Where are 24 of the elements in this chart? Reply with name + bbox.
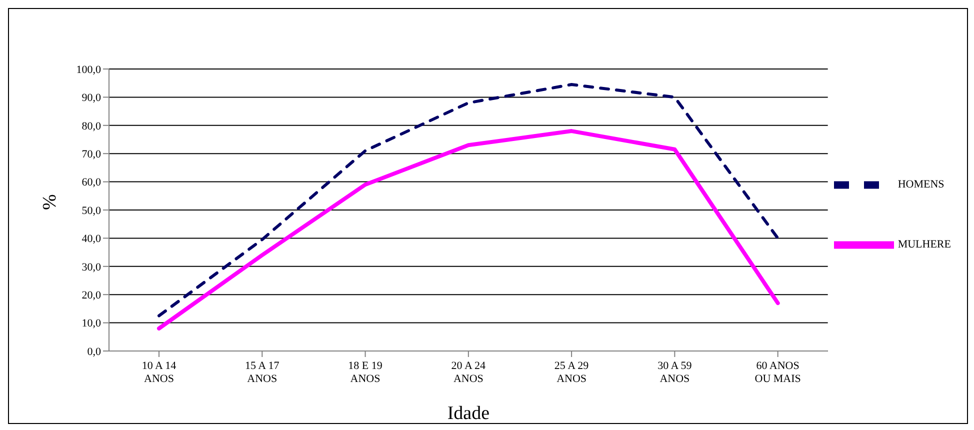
x-axis-title: Idade <box>447 403 490 424</box>
x-tick-label: 15 A 17 ANOS <box>245 360 280 385</box>
x-tick-label: 20 A 24 ANOS <box>451 360 486 385</box>
y-tick-label: 40,0 <box>82 233 102 246</box>
line-series <box>158 83 780 318</box>
y-tick-label: 0,0 <box>87 346 102 358</box>
y-tick-label: 100,0 <box>76 64 102 76</box>
y-axis-title: % <box>40 194 61 210</box>
y-tick-label: 50,0 <box>82 204 102 217</box>
y-tick-label: 60,0 <box>82 176 102 189</box>
y-tick-label: 90,0 <box>82 92 102 104</box>
text: HOMENS <box>898 178 944 191</box>
text: MULHERE <box>898 238 951 251</box>
x-tick-label: 30 A 59 ANOS <box>658 360 692 385</box>
y-tick-label: 30,0 <box>82 261 102 274</box>
x-tick-label: 10 A 14 ANOS <box>142 360 177 385</box>
y-tick-label: 80,0 <box>82 120 102 132</box>
line-series <box>157 129 780 330</box>
x-tick-label: 18 E 19 ANOS <box>348 360 383 385</box>
y-tick-label: 70,0 <box>82 148 102 161</box>
x-tick-label: 60 ANOS OU MAIS <box>754 360 801 385</box>
y-tick-label: 20,0 <box>82 290 102 302</box>
x-tick-label: 25 A 29 ANOS <box>554 360 590 385</box>
y-tick-label: 10,0 <box>82 318 102 330</box>
